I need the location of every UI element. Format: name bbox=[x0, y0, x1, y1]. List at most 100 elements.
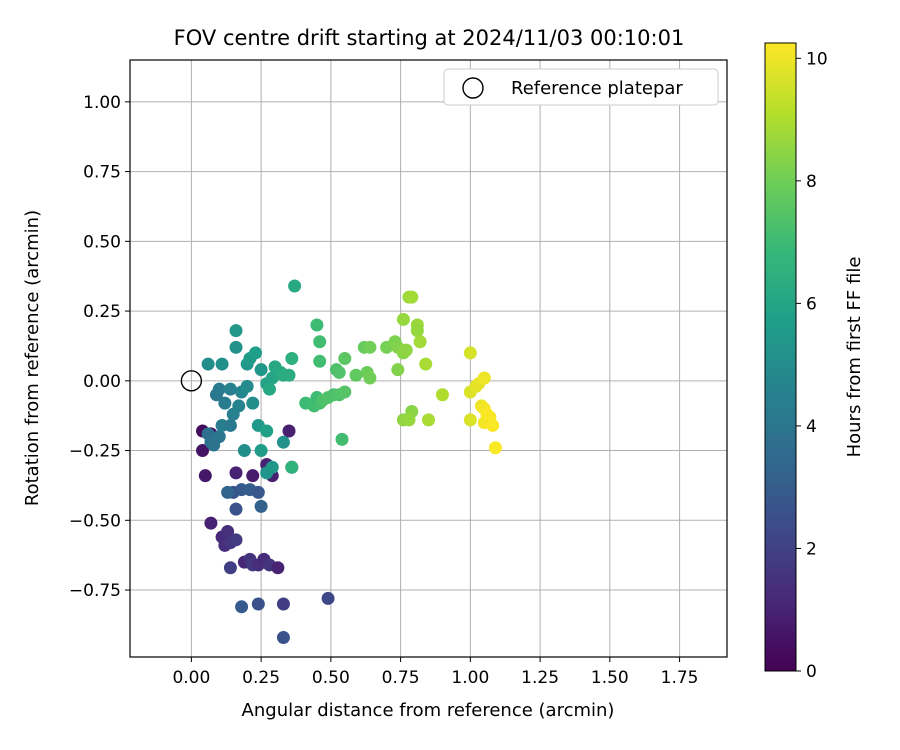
scatter-point bbox=[463, 346, 477, 360]
scatter-point bbox=[276, 435, 290, 449]
scatter-point bbox=[262, 382, 276, 396]
scatter-point bbox=[282, 424, 296, 438]
scatter-point bbox=[196, 444, 210, 458]
x-axis-label: Angular distance from reference (arcmin) bbox=[242, 700, 615, 721]
y-axis-ticks: 1.00 0.75 0.50 0.25 0.00 −0.25 −0.50 −0.75 bbox=[69, 93, 130, 601]
scatter-point bbox=[254, 363, 268, 377]
scatter-point bbox=[229, 324, 243, 338]
scatter-point bbox=[285, 352, 299, 365]
scatter-point bbox=[285, 460, 299, 474]
x-tick-label: 1.50 bbox=[591, 668, 629, 688]
scatter-point bbox=[251, 597, 265, 611]
scatter-point bbox=[271, 561, 285, 575]
reference-platepar-marker bbox=[180, 370, 203, 392]
scatter-point bbox=[249, 346, 263, 360]
colorbar-ticks: 0 2 4 6 8 10 bbox=[796, 49, 828, 682]
scatter-point bbox=[229, 466, 243, 480]
y-tick-label: −0.25 bbox=[69, 442, 121, 462]
scatter-point bbox=[260, 424, 274, 438]
scatter-point bbox=[218, 396, 232, 410]
scatter-point bbox=[221, 485, 235, 499]
colorbar-label: Hours from first FF file bbox=[844, 257, 865, 458]
scatter-point bbox=[198, 469, 212, 483]
scatter-point bbox=[349, 368, 363, 382]
scatter-point bbox=[204, 516, 218, 530]
x-tick-label: 0.00 bbox=[172, 668, 210, 688]
scatter-point bbox=[410, 324, 424, 338]
colorbar-tick-label: 2 bbox=[806, 539, 817, 559]
scatter-point bbox=[399, 343, 413, 357]
scatter-point bbox=[486, 418, 500, 432]
scatter-point bbox=[276, 597, 290, 611]
x-tick-label: 1.00 bbox=[451, 668, 489, 688]
scatter-point bbox=[246, 396, 260, 410]
x-tick-label: 1.25 bbox=[521, 668, 559, 688]
x-tick-label: 1.75 bbox=[661, 668, 699, 688]
scatter-point bbox=[232, 399, 246, 413]
y-axis-label: Rotation from reference (arcmin) bbox=[22, 210, 43, 506]
scatter-point bbox=[212, 382, 226, 396]
scatter-point bbox=[229, 502, 243, 516]
scatter-point bbox=[229, 340, 243, 354]
scatter-point bbox=[265, 460, 279, 474]
scatter-point bbox=[288, 279, 302, 293]
scatter-point bbox=[463, 413, 477, 427]
scatter-point bbox=[282, 368, 296, 382]
colorbar-tick-label: 10 bbox=[806, 49, 828, 69]
colorbar-tick-label: 6 bbox=[806, 294, 817, 314]
scatter-point bbox=[402, 413, 416, 427]
x-tick-label: 0.75 bbox=[382, 668, 420, 688]
scatter-point bbox=[223, 418, 237, 432]
scatter-point bbox=[422, 413, 435, 427]
scatter-point bbox=[237, 444, 251, 458]
plot-area-frame bbox=[129, 59, 728, 658]
scatter-point bbox=[254, 499, 268, 513]
scatter-point bbox=[321, 591, 335, 605]
chart-title: FOV centre drift starting at 2024/11/03 … bbox=[174, 26, 685, 50]
scatter-point bbox=[276, 630, 290, 644]
grid-lines bbox=[130, 60, 727, 657]
y-tick-label: 0.50 bbox=[83, 232, 121, 252]
colorbar-tick-label: 8 bbox=[806, 172, 817, 192]
scatter-point bbox=[477, 371, 491, 385]
y-tick-label: −0.50 bbox=[69, 511, 121, 531]
scatter-point bbox=[363, 371, 377, 385]
scatter-point bbox=[221, 524, 235, 538]
scatter-point bbox=[391, 363, 405, 377]
scatter-point bbox=[363, 340, 377, 354]
scatter-point bbox=[413, 335, 427, 349]
colorbar bbox=[764, 42, 797, 672]
scatter-point bbox=[201, 357, 215, 371]
scatter-point bbox=[335, 432, 349, 446]
legend: Reference platepar bbox=[443, 68, 719, 106]
scatter-point bbox=[310, 318, 324, 332]
scatter-point bbox=[332, 365, 346, 379]
scatter-point bbox=[223, 382, 237, 396]
scatter-point bbox=[229, 533, 243, 547]
scatter-point bbox=[396, 312, 410, 326]
x-axis-ticks: 0.00 0.25 0.50 0.75 1.00 1.25 1.50 1.75 bbox=[172, 657, 699, 688]
y-tick-label: 0.00 bbox=[83, 372, 121, 392]
legend-box bbox=[443, 68, 719, 106]
scatter-point bbox=[313, 354, 327, 368]
scatter-point bbox=[235, 600, 249, 614]
scatter-point bbox=[313, 335, 327, 349]
y-tick-label: −0.75 bbox=[69, 581, 121, 601]
scatter-point bbox=[405, 290, 419, 304]
scatter-point bbox=[338, 352, 352, 365]
scatter-point bbox=[240, 379, 254, 393]
scatter-point bbox=[338, 385, 352, 399]
scatter-point bbox=[480, 407, 494, 421]
x-tick-label: 0.25 bbox=[242, 668, 280, 688]
legend-reference-icon bbox=[462, 77, 484, 99]
colorbar-tick-label: 0 bbox=[806, 662, 817, 682]
scatter-point bbox=[251, 485, 265, 499]
legend-label: Reference platepar bbox=[511, 78, 683, 99]
colorbar-tick-label: 4 bbox=[806, 417, 817, 437]
y-tick-label: 1.00 bbox=[83, 93, 121, 113]
scatter-point bbox=[246, 469, 260, 483]
x-tick-label: 0.50 bbox=[312, 668, 350, 688]
scatter-point bbox=[435, 388, 449, 402]
